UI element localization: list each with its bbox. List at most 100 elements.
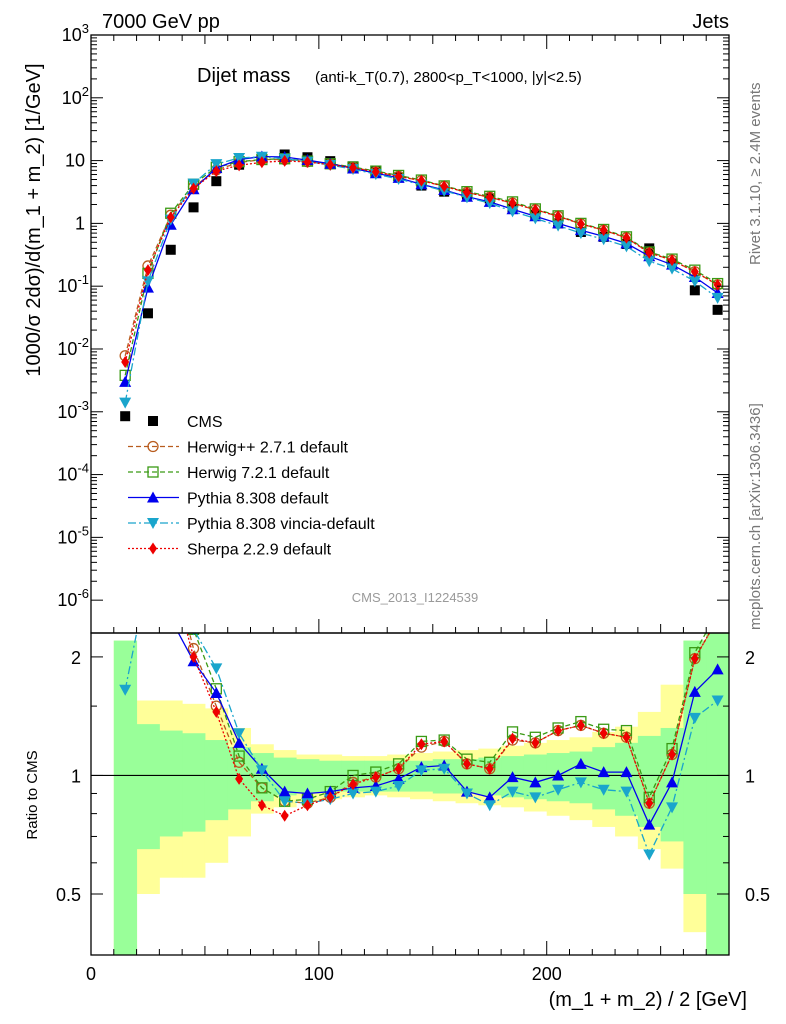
legend-marker [147, 466, 159, 478]
data-point [142, 308, 153, 319]
ratio-point [713, 607, 723, 617]
ratio-point [256, 782, 268, 794]
x-tick-label: 0 [86, 964, 96, 984]
ratio-point [119, 555, 131, 566]
stat-uncertainty-bin [296, 759, 320, 794]
ratio-point [485, 762, 494, 775]
data-point [417, 174, 426, 187]
data-point [165, 244, 176, 255]
data-point [713, 278, 722, 291]
data-point [711, 292, 724, 304]
y-tick-label: 10-4 [57, 461, 89, 485]
mcplots-label: mcplots.cern.ch [arXiv:1306.3436] [747, 403, 764, 630]
stat-uncertainty-bin [159, 730, 183, 837]
ratio-point [574, 757, 587, 769]
legend-label: Pythia 8.308 default [187, 491, 329, 508]
ratio-point [121, 429, 129, 441]
ratio-point [349, 778, 358, 791]
y-axis-label: 1000/σ 2dσ)/d(m_1 + m_2) [1/GeV] [23, 63, 45, 376]
data-point [257, 156, 266, 169]
y-tick-label: 10-3 [57, 398, 89, 422]
ratio-point [462, 757, 471, 770]
analysis-watermark: CMS_2013_I1224539 [352, 590, 479, 605]
ratio-point [643, 849, 656, 861]
data-point [597, 234, 610, 246]
data-point [620, 241, 633, 253]
data-point [712, 304, 723, 315]
stat-uncertainty-bin [410, 760, 434, 792]
legend: CMS Herwig++ 2.7.1 default Herwig 7.2.1 de… [128, 414, 375, 559]
ratio-point [690, 652, 699, 665]
ratio-plot-series [119, 429, 724, 861]
ratio-point [688, 712, 701, 724]
chart-title: Dijet mass [197, 65, 290, 87]
stat-uncertainty-bin [318, 760, 343, 792]
data-point [394, 170, 403, 183]
ratio-point [189, 650, 198, 663]
legend-label: Herwig++ 2.7.1 default [187, 440, 349, 457]
ratio-point [508, 732, 517, 745]
ratio-point [666, 776, 679, 788]
legend-item: Pythia 8.308 default [128, 491, 329, 508]
data-point [645, 246, 654, 259]
ratio-tick-label: 0.5 [56, 885, 81, 905]
x-tick-label: 100 [304, 964, 334, 984]
ratio-point [529, 792, 542, 804]
ratio-point [713, 614, 723, 624]
data-point [690, 265, 699, 278]
ratio-point [666, 802, 679, 814]
ratio-point [714, 613, 722, 625]
ratio-point [438, 763, 451, 775]
ratio-point [460, 788, 473, 800]
stat-uncertainty-bin [182, 733, 206, 832]
chart-title-detail: (anti-k_T(0.7), 2800<p_T<1000, |y|<2.5) [315, 69, 582, 86]
ratio-point [506, 771, 519, 783]
ratio-tick-label-right: 1 [745, 766, 755, 786]
data-point [143, 264, 152, 277]
legend-label: Herwig 7.2.1 default [187, 465, 330, 482]
ratio-point [212, 705, 221, 718]
data-point [622, 231, 631, 244]
y-tick-label: 10-6 [57, 586, 89, 610]
data-point [529, 213, 542, 225]
data-point [349, 161, 358, 174]
ratio-line [194, 633, 707, 802]
ratio-point [278, 796, 291, 808]
data-point [689, 285, 700, 296]
ratio-point [210, 686, 223, 698]
data-point [508, 197, 517, 210]
data-point [462, 186, 471, 199]
data-point [668, 254, 677, 267]
stat-uncertainty-bin [615, 742, 639, 816]
ratio-point [645, 797, 654, 810]
stat-uncertainty-bin [113, 640, 138, 955]
legend-label: Sherpa 2.2.9 default [187, 542, 332, 559]
ratio-point [668, 748, 677, 761]
ratio-point [257, 799, 266, 812]
data-point [485, 191, 494, 204]
ratio-point [483, 800, 496, 812]
data-point [211, 176, 222, 187]
ratio-point [392, 781, 405, 793]
ratio-point [688, 685, 701, 697]
data-point [440, 180, 449, 193]
data-point [280, 154, 289, 167]
series-pythia-8-308-vincia-default [119, 151, 724, 409]
data-point [554, 210, 563, 223]
ratio-point [167, 565, 175, 577]
ratio-point [599, 727, 608, 740]
legend-label: Pythia 8.308 vincia-default [187, 516, 375, 533]
ratio-point [483, 791, 496, 803]
ratio-point [142, 606, 154, 617]
series-line [124, 160, 718, 363]
ratio-point [301, 787, 314, 799]
data-point [506, 206, 519, 218]
series-line [124, 156, 718, 403]
ratio-point [120, 513, 130, 523]
ratio-point [554, 724, 563, 737]
stat-uncertainty-bin [432, 759, 457, 794]
data-point [326, 158, 335, 171]
ratio-point [643, 818, 656, 830]
main-plot-series [119, 149, 724, 422]
